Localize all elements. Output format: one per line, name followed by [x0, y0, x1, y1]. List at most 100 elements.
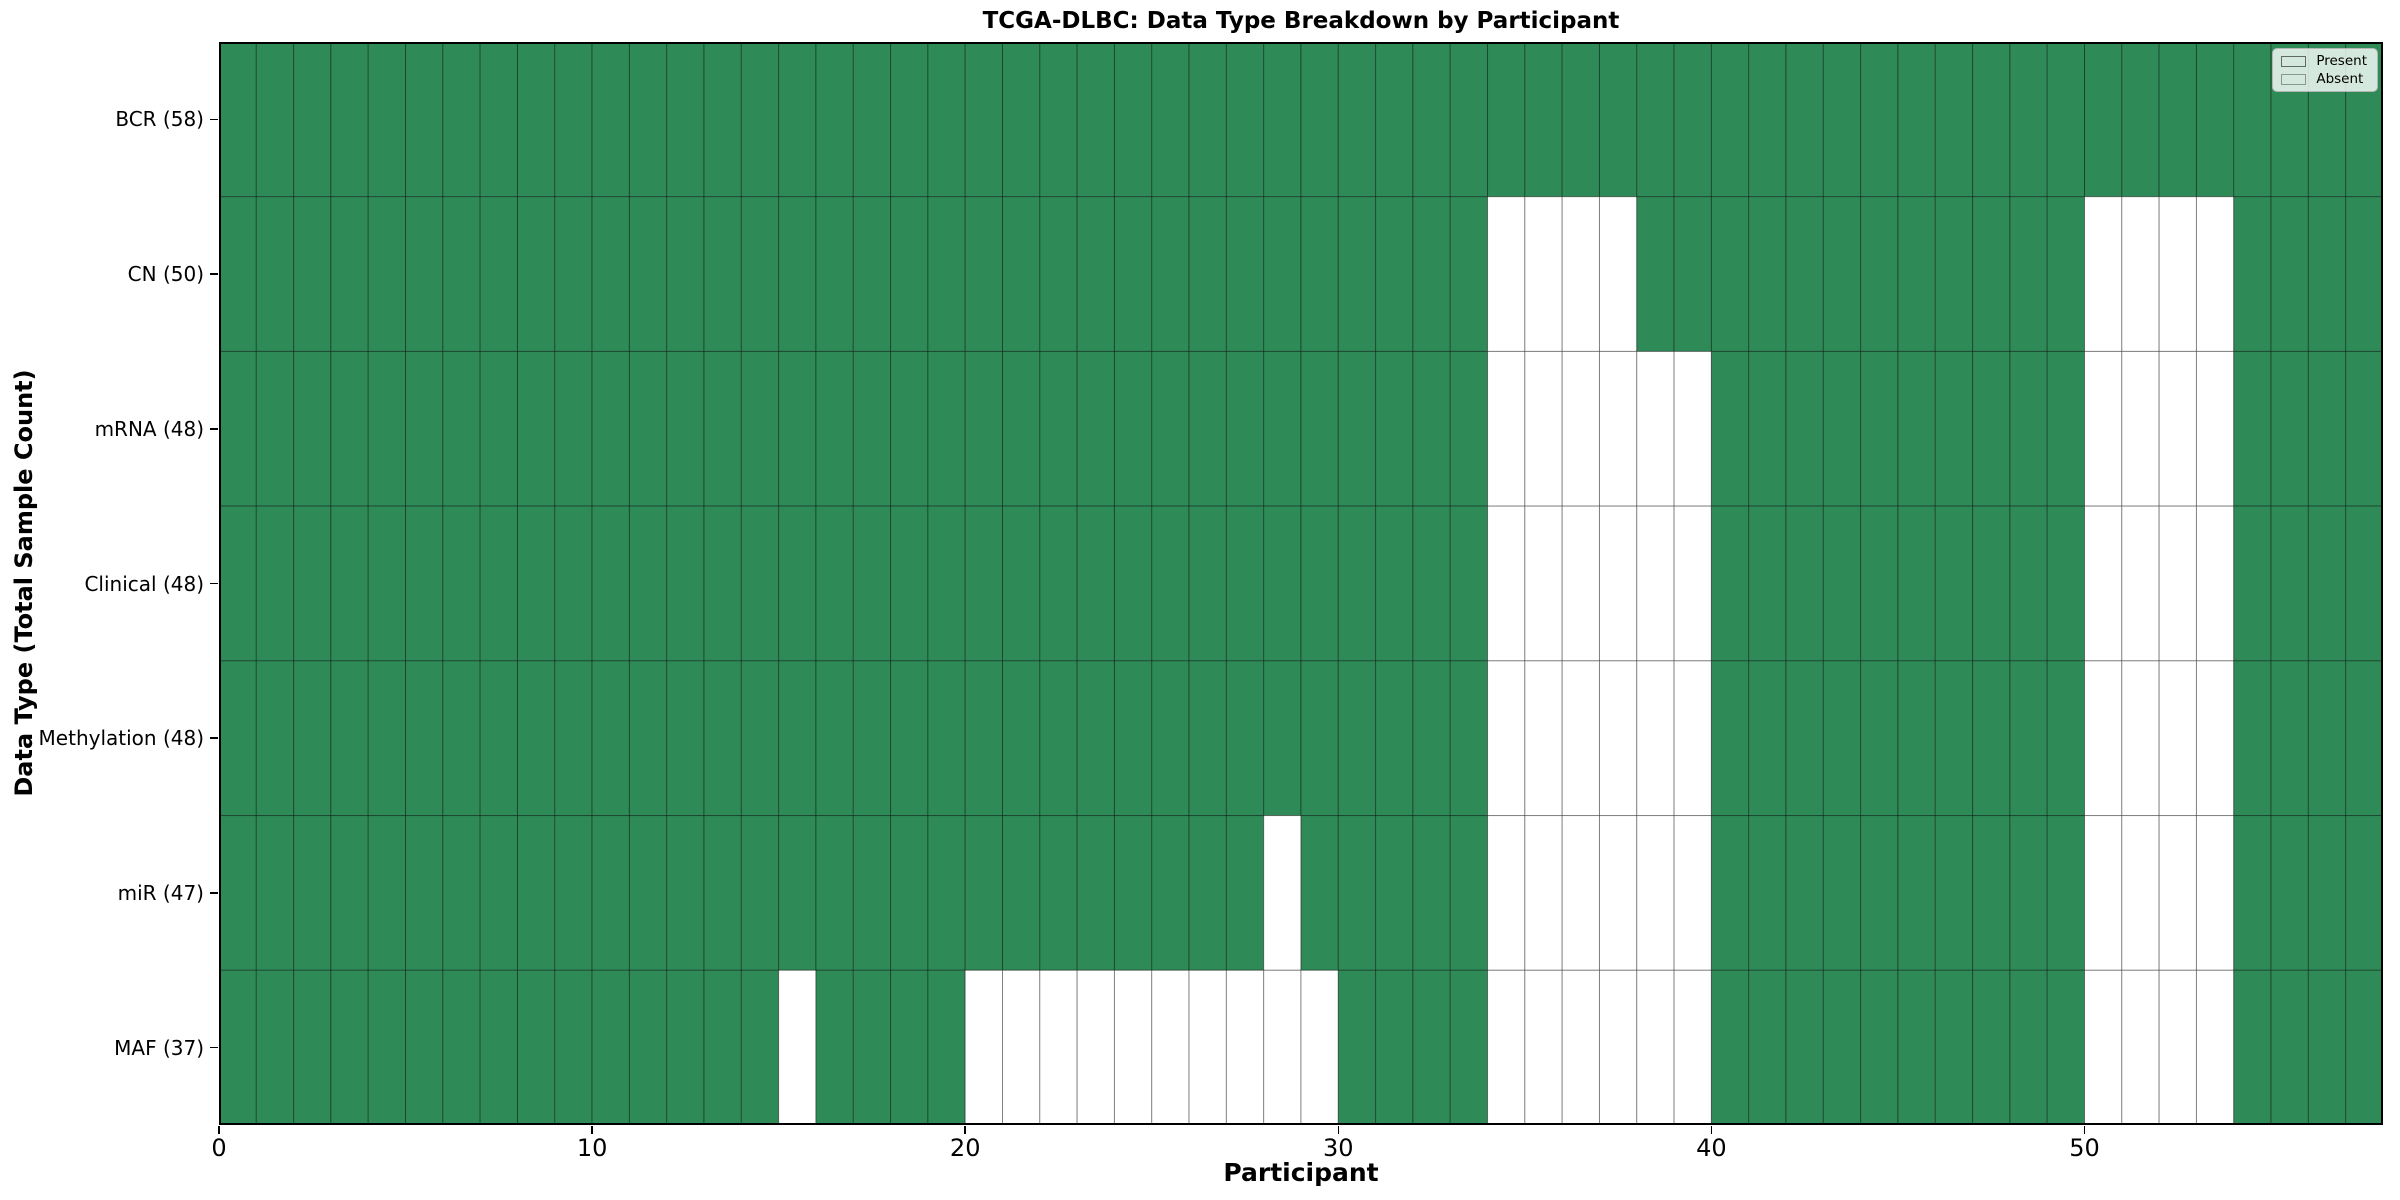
heatmap-cell [1076, 350, 1115, 507]
heatmap-cell [1002, 42, 1041, 198]
heatmap-cell [1785, 815, 1824, 971]
heatmap-cell [815, 660, 854, 817]
heatmap-cell [778, 42, 817, 198]
heatmap-cell [1449, 815, 1489, 971]
heatmap-cell [740, 42, 780, 198]
heatmap-cell [1636, 350, 1675, 507]
heatmap-cell [1748, 42, 1787, 198]
heatmap-cell [1375, 969, 1414, 1125]
y-tick-label: MAF (37) [114, 1035, 204, 1060]
heatmap-cell [740, 196, 780, 352]
heatmap-cell [852, 350, 892, 507]
y-tick-label: miR (47) [117, 880, 204, 905]
heatmap-cell [2270, 196, 2309, 352]
heatmap-cell [1263, 660, 1302, 817]
heatmap-cell [927, 969, 966, 1125]
heatmap-cell [1972, 505, 2011, 662]
heatmap-cell [2270, 350, 2309, 507]
heatmap-cell [1598, 42, 1638, 198]
y-tick-mark [210, 428, 218, 430]
heatmap-cell [554, 815, 593, 971]
heatmap-cell [1897, 42, 1936, 198]
heatmap-cell [2084, 350, 2123, 507]
heatmap-cell [964, 660, 1004, 817]
heatmap-cell [2270, 660, 2309, 817]
heatmap-cell [628, 505, 668, 662]
heatmap-cell [628, 969, 668, 1125]
heatmap-cell [255, 660, 295, 817]
heatmap-cell [1449, 505, 1489, 662]
heatmap-cell [1636, 196, 1675, 352]
heatmap-cell [1710, 350, 1750, 507]
heatmap-cell [2233, 505, 2272, 662]
heatmap-cell [703, 505, 742, 662]
heatmap-cell [1561, 196, 1600, 352]
heatmap-cell [890, 42, 929, 198]
heatmap-cell [1225, 350, 1265, 507]
heatmap-cell [852, 969, 892, 1125]
heatmap-cell [591, 196, 630, 352]
heatmap-cell [2084, 660, 2123, 817]
heatmap-cell [2195, 196, 2235, 352]
heatmap-cell [1487, 815, 1526, 971]
heatmap-cell [1300, 969, 1339, 1125]
legend-entry-present: Present [2281, 54, 2367, 68]
heatmap-cell [1225, 660, 1265, 817]
heatmap-cell [1002, 196, 1041, 352]
heatmap-cell [293, 969, 332, 1125]
heatmap-cell [852, 196, 892, 352]
heatmap-cell [628, 815, 668, 971]
x-tick-label: 40 [1696, 1134, 1727, 1162]
heatmap-cell [2009, 660, 2048, 817]
heatmap-cell [778, 660, 817, 817]
heatmap-cell [442, 660, 481, 817]
heatmap-cell [2195, 815, 2235, 971]
heatmap-cell [2046, 660, 2086, 817]
heatmap-cell [1375, 196, 1414, 352]
heatmap-cell [1487, 969, 1526, 1125]
heatmap-cell [1375, 350, 1414, 507]
heatmap-cell [1300, 815, 1339, 971]
x-tick-label: 20 [949, 1134, 981, 1162]
heatmap-cell [554, 505, 593, 662]
heatmap-cell [815, 505, 854, 662]
heatmap-cell [1412, 660, 1451, 817]
heatmap-cell [2084, 815, 2123, 971]
heatmap-cell [1300, 660, 1339, 817]
heatmap-cell [2158, 815, 2197, 971]
heatmap-cell [1225, 196, 1265, 352]
heatmap-cell [1039, 660, 1078, 817]
heatmap-cell [1076, 815, 1115, 971]
chart-title: TCGA-DLBC: Data Type Breakdown by Partic… [982, 8, 1620, 34]
y-tick-label: CN (50) [127, 262, 204, 287]
heatmap-cell [479, 42, 518, 198]
heatmap-cell [330, 350, 369, 507]
heatmap-cell [1337, 196, 1377, 352]
heatmap-cell [703, 969, 742, 1125]
heatmap-cell [1785, 350, 1824, 507]
heatmap-cell [330, 505, 369, 662]
heatmap-cell [2270, 969, 2309, 1125]
heatmap-cell [2195, 505, 2235, 662]
heatmap-cell [703, 815, 742, 971]
heatmap-cell [1263, 969, 1302, 1125]
heatmap-cell [516, 505, 556, 662]
heatmap-cell [255, 969, 295, 1125]
heatmap-cell [1337, 350, 1377, 507]
heatmap-cell [1449, 42, 1489, 198]
heatmap-cell [890, 660, 929, 817]
heatmap-cell [1002, 660, 1041, 817]
heatmap-cell [740, 350, 780, 507]
legend-present-label: Present [2316, 53, 2367, 69]
heatmap-cell [964, 969, 1004, 1125]
heatmap-cell [2307, 350, 2347, 507]
heatmap-cell [293, 42, 332, 198]
legend: Present Absent [2272, 48, 2378, 92]
heatmap-cell [1225, 969, 1265, 1125]
heatmap-cell [2158, 42, 2197, 198]
heatmap-cell [1113, 815, 1153, 971]
heatmap-cell [1860, 815, 1899, 971]
heatmap-cell [1113, 42, 1153, 198]
heatmap-cell [330, 969, 369, 1125]
heatmap-cell [2084, 505, 2123, 662]
